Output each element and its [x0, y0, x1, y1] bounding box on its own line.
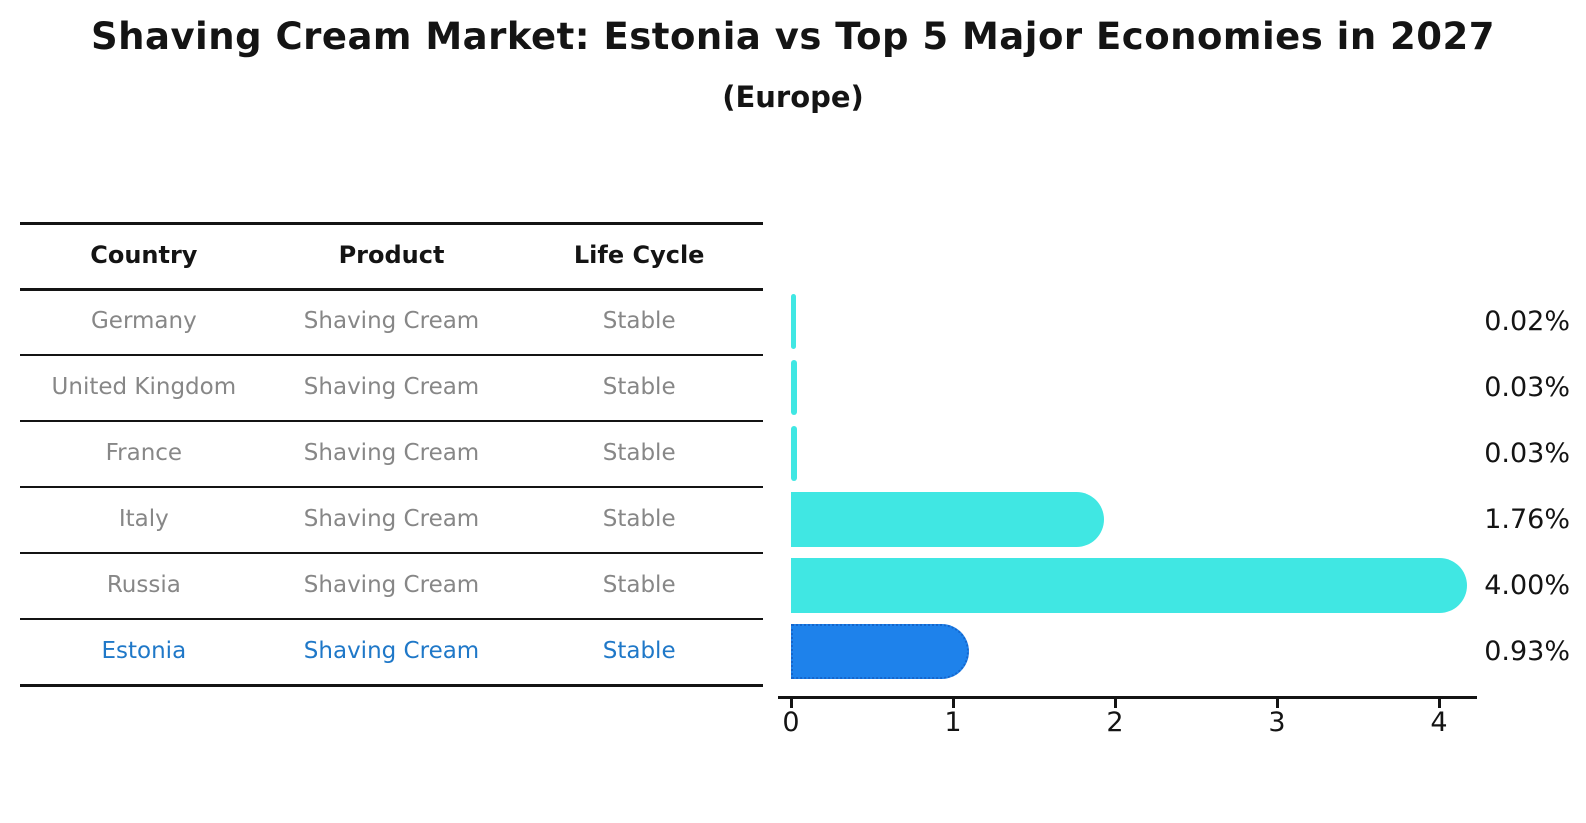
- column-header: Life Cycle: [573, 241, 705, 269]
- x-axis-tick: [1114, 698, 1117, 708]
- table-rule: [20, 354, 763, 356]
- bar-russia: [791, 558, 1467, 613]
- table-cell-country: Russia: [106, 572, 181, 598]
- x-axis-line: [778, 696, 1477, 699]
- x-axis-tick: [952, 698, 955, 708]
- table-rule: [20, 552, 763, 554]
- x-axis-tick: [1276, 698, 1279, 708]
- table-cell-country: Italy: [118, 506, 169, 532]
- x-axis-tick: [790, 698, 793, 708]
- table-row-italy: Italy Shaving Cream Stable: [20, 486, 763, 552]
- table-row-header: Country Product Life Cycle: [20, 222, 763, 288]
- x-axis-tick-label: 4: [1430, 707, 1448, 738]
- x-axis-tick: [1438, 698, 1441, 708]
- bar-estonia: [791, 624, 970, 679]
- table-cell-life_cycle: Stable: [602, 638, 676, 664]
- chart-subtitle: (Europe): [722, 80, 864, 114]
- table-cell-country: United Kingdom: [51, 374, 237, 400]
- table-cell-life_cycle: Stable: [602, 374, 676, 400]
- value-label: 0.03%: [1484, 371, 1570, 403]
- value-label: 0.02%: [1484, 305, 1570, 337]
- value-label: 0.93%: [1484, 635, 1570, 667]
- column-header: Country: [90, 241, 198, 269]
- column-header: Product: [338, 241, 445, 269]
- value-label: 0.03%: [1484, 437, 1570, 469]
- table-row-estonia: Estonia Shaving Cream Stable: [20, 618, 763, 684]
- bar-germany: [791, 294, 796, 349]
- bar-italy: [791, 492, 1104, 547]
- table-rule: [20, 618, 763, 620]
- table-cell-country: Estonia: [101, 638, 187, 664]
- table-cell-life_cycle: Stable: [602, 572, 676, 598]
- table-rule: [20, 486, 763, 488]
- table-cell-life_cycle: Stable: [602, 506, 676, 532]
- table-cell-product: Shaving Cream: [303, 374, 480, 400]
- x-axis-tick-label: 3: [1268, 707, 1286, 738]
- table-rule: [20, 420, 763, 422]
- table-cell-product: Shaving Cream: [303, 440, 480, 466]
- table-rule: [20, 684, 763, 687]
- table-cell-country: Germany: [90, 308, 197, 334]
- table-row-united-kingdom: United Kingdom Shaving Cream Stable: [20, 354, 763, 420]
- x-axis-tick-label: 2: [1106, 707, 1124, 738]
- table-row-france: France Shaving Cream Stable: [20, 420, 763, 486]
- value-label: 1.76%: [1484, 503, 1570, 535]
- value-label: 4.00%: [1484, 569, 1570, 601]
- table-cell-product: Shaving Cream: [303, 638, 480, 664]
- table-rule: [20, 288, 763, 291]
- table-cell-product: Shaving Cream: [303, 308, 480, 334]
- bar-france: [791, 426, 798, 481]
- table-cell-life_cycle: Stable: [602, 440, 676, 466]
- table-cell-product: Shaving Cream: [303, 572, 480, 598]
- chart-title: Shaving Cream Market: Estonia vs Top 5 M…: [90, 15, 1496, 58]
- x-axis-tick-label: 1: [944, 707, 962, 738]
- x-axis-tick-label: 0: [782, 707, 800, 738]
- table-cell-country: France: [105, 440, 183, 466]
- bar-united-kingdom: [791, 360, 798, 415]
- table-cell-life_cycle: Stable: [602, 308, 676, 334]
- table-rule: [20, 222, 763, 225]
- table-cell-product: Shaving Cream: [303, 506, 480, 532]
- table-row-russia: Russia Shaving Cream Stable: [20, 552, 763, 618]
- table-row-germany: Germany Shaving Cream Stable: [20, 288, 763, 354]
